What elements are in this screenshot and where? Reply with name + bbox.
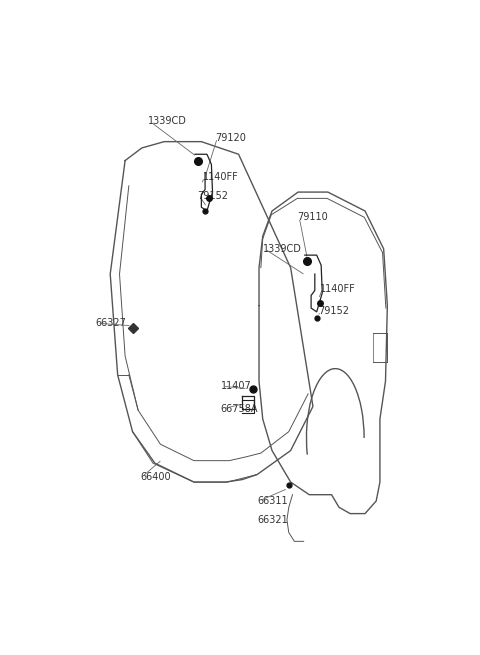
Text: 11407: 11407: [221, 381, 252, 391]
Text: 66327: 66327: [96, 318, 126, 328]
Text: 1339CD: 1339CD: [263, 244, 301, 254]
Text: 79110: 79110: [297, 212, 328, 222]
Text: 1140FF: 1140FF: [203, 172, 238, 182]
Text: 79152: 79152: [318, 306, 349, 316]
Text: 66758A: 66758A: [221, 404, 258, 414]
Text: 79152: 79152: [198, 191, 228, 201]
Text: 66400: 66400: [140, 472, 170, 482]
Text: 66311: 66311: [257, 496, 288, 506]
Text: 1339CD: 1339CD: [148, 117, 187, 126]
Text: 79120: 79120: [216, 133, 246, 143]
Text: 1140FF: 1140FF: [321, 284, 356, 294]
Text: 66321: 66321: [257, 515, 288, 525]
